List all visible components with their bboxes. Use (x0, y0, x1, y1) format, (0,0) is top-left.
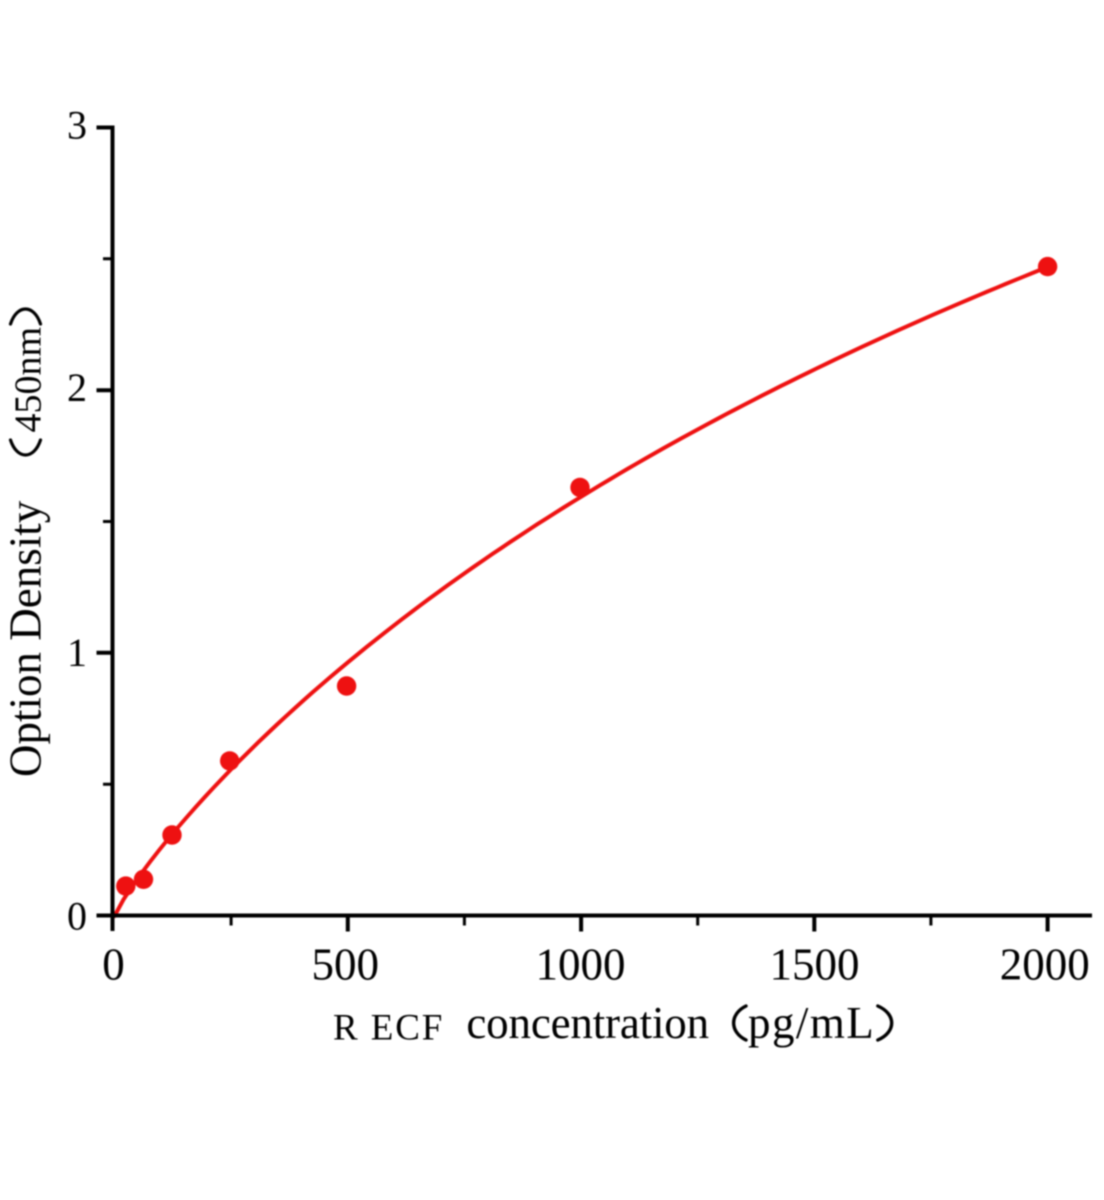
svg-text:450nm: 450nm (7, 327, 49, 433)
svg-text:0: 0 (67, 894, 87, 939)
svg-text:1: 1 (67, 630, 87, 675)
svg-text:2: 2 (67, 365, 87, 410)
svg-text:1000: 1000 (536, 940, 626, 990)
svg-text:Option Density: Option Density (0, 500, 50, 777)
svg-text:2000: 2000 (1000, 940, 1090, 990)
svg-text:3: 3 (67, 103, 87, 148)
svg-text:R ECF: R ECF (333, 1008, 444, 1049)
svg-text:0: 0 (102, 940, 125, 990)
svg-text:concentration: concentration (466, 998, 709, 1048)
svg-text:500: 500 (312, 940, 380, 990)
svg-text:pg/mL: pg/mL (748, 998, 875, 1048)
svg-text:1500: 1500 (770, 940, 860, 990)
